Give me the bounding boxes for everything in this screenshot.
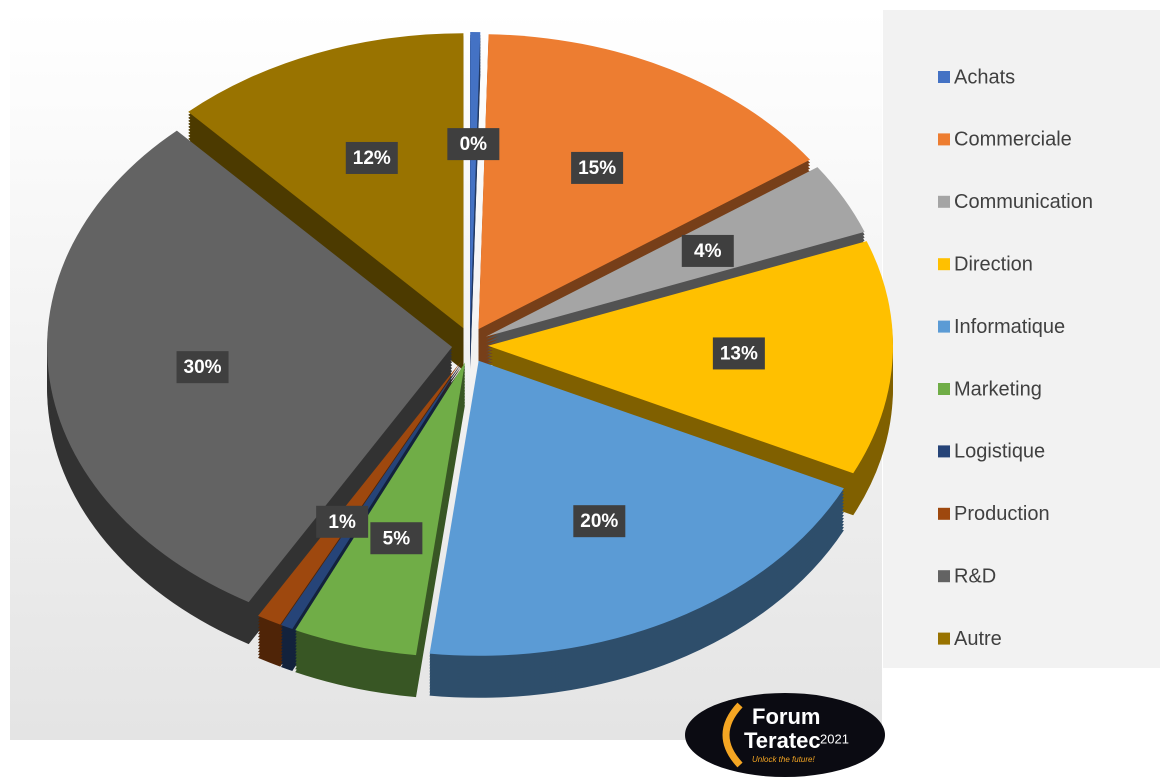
data-label-box [316,505,369,538]
data-label: 1% [328,512,356,533]
legend-label: R&D [954,565,996,587]
slice [429,360,844,656]
data-label: 12% [353,148,391,169]
legend-panel [883,10,1160,668]
data-label-box [370,522,423,555]
slice [485,167,865,337]
data-label: 13% [720,343,758,364]
legend-swatch [938,258,950,271]
legend-swatch [938,445,950,458]
legend-swatch [938,383,950,395]
data-label: 4% [694,241,722,262]
data-label-box [345,141,398,174]
data-label-box [176,351,229,384]
legend-label: Autre [954,628,1002,650]
data-label: 5% [383,528,411,549]
data-label: 20% [580,511,618,532]
slice [258,360,462,625]
slice [47,130,453,603]
slice [188,33,464,329]
data-label-box [447,128,500,161]
legend-swatch [938,570,950,583]
legend-label: Logistique [954,441,1045,463]
slice [478,34,811,330]
logo-line2: Teratec [744,728,821,753]
legend-label: Achats [954,66,1015,88]
slice [295,362,466,656]
legend-label: Commerciale [954,129,1072,151]
slice [470,32,481,328]
legend-label: Direction [954,253,1033,275]
legend-label: Communication [954,191,1093,213]
data-label-box [712,337,765,370]
logo-year: 2021 [820,731,849,746]
logo: Forum Teratec 2021 Unlock the future! [685,693,885,777]
legend-swatch [938,195,950,208]
legend-swatch [938,71,950,83]
slice [487,241,893,474]
logo-arc [722,702,743,768]
legend-label: Marketing [954,378,1042,400]
legend-label: Production [954,503,1050,525]
logo-line1: Forum [752,704,820,729]
legend-swatch [938,133,950,146]
data-labels: 0% 15% 4% 13% 20% 5% 1% 30% 12% [176,128,765,555]
data-label: 0% [460,134,488,155]
slice [280,361,463,630]
data-label: 15% [578,158,616,179]
logo-tagline: Unlock the future! [752,755,815,764]
legend-swatch [938,632,950,645]
data-label-box [571,151,624,184]
legend-swatch [938,320,950,333]
data-label: 30% [184,357,222,378]
legend: Achats Commerciale Communication Direction I… [938,66,1093,650]
legend-swatch [938,507,950,520]
data-label-box [681,234,734,267]
legend-label: Informatique [954,316,1065,338]
data-label-box [573,505,626,538]
pie-tops [47,32,893,656]
